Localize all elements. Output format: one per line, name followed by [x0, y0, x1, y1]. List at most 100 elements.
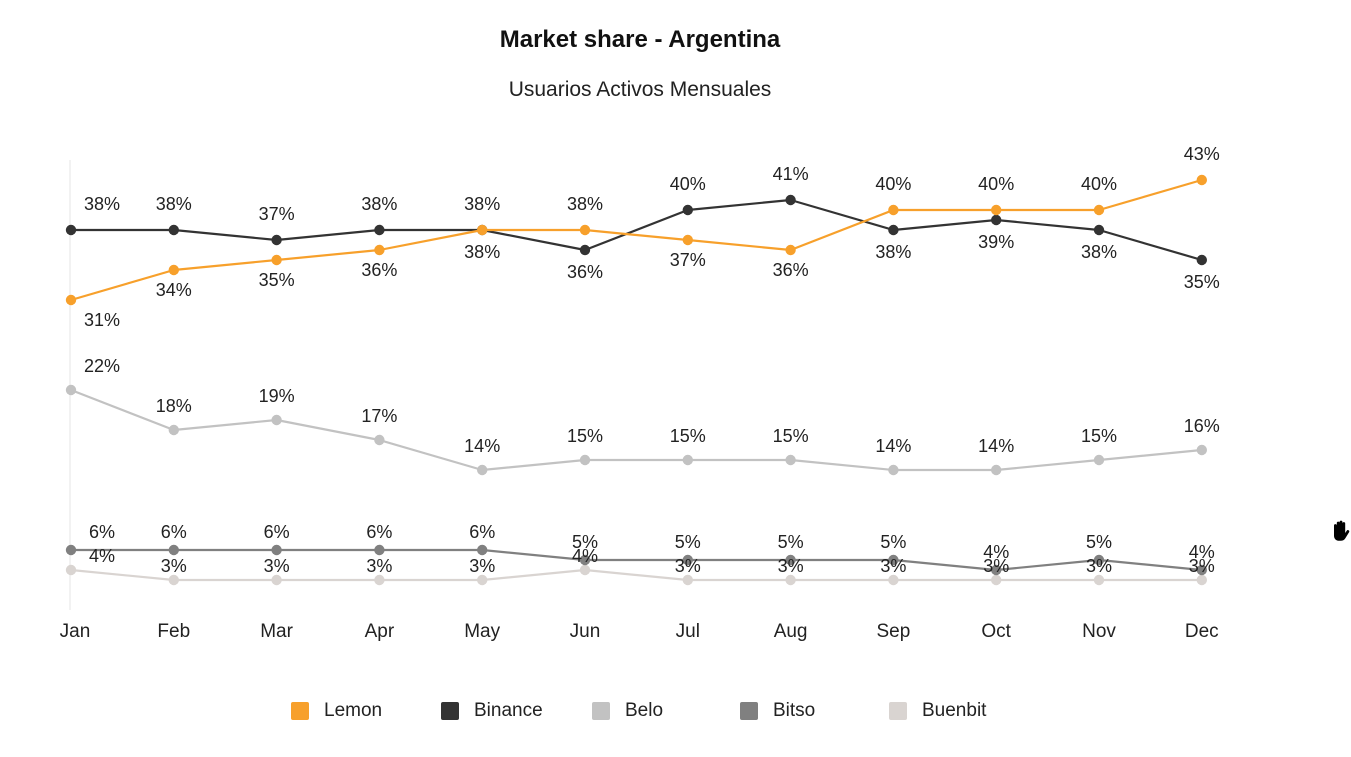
point-buenbit-jan [65, 564, 77, 576]
data-label-binance-jul: 40% [670, 174, 706, 194]
data-label-bitso-feb: 6% [161, 522, 187, 542]
point-buenbit-mar [271, 574, 282, 586]
point-belo-nov [1093, 454, 1105, 466]
data-label-belo-may: 14% [464, 436, 500, 456]
data-label-lemon-may: 38% [464, 194, 500, 214]
point-belo-may [477, 464, 488, 476]
point-buenbit-feb [168, 574, 179, 586]
point-lemon-oct [991, 204, 1002, 216]
x-tick-label-sep: Sep [876, 621, 910, 642]
point-binance-jun [579, 244, 591, 256]
data-label-lemon-mar: 35% [259, 270, 295, 290]
chart-subtitle: Usuarios Activos Mensuales [508, 78, 772, 101]
data-label-lemon-aug: 36% [773, 260, 809, 280]
legend-label-bitso: Bitso [773, 700, 816, 721]
data-label-binance-jun: 36% [567, 262, 603, 282]
data-label-lemon-dec: 43% [1184, 144, 1220, 164]
point-belo-mar [271, 414, 282, 426]
data-label-binance-jan: 38% [84, 194, 120, 214]
point-belo-jun [579, 454, 591, 466]
legend-label-lemon: Lemon [324, 700, 383, 721]
point-lemon-dec [1196, 174, 1208, 186]
point-bitso-jun [579, 554, 591, 566]
point-bitso-sep [888, 554, 899, 566]
point-belo-feb [168, 424, 179, 436]
x-tick-label-aug: Aug [774, 621, 808, 642]
legend-label-belo: Belo [625, 700, 664, 721]
x-tick-label-jan: Jan [60, 621, 91, 642]
data-label-belo-aug: 15% [773, 426, 809, 446]
point-belo-oct [991, 464, 1002, 476]
point-buenbit-apr [374, 574, 385, 586]
data-label-belo-feb: 18% [156, 396, 192, 416]
legend-swatch-buenbit [889, 702, 907, 720]
point-bitso-feb [168, 544, 179, 556]
point-binance-feb [168, 224, 179, 236]
point-lemon-nov [1093, 204, 1105, 216]
data-label-buenbit-jun: 4% [572, 546, 598, 566]
legend-label-buenbit: Buenbit [922, 700, 987, 721]
data-label-bitso-sep: 5% [880, 532, 906, 552]
data-label-lemon-jun: 38% [567, 194, 603, 214]
legend-item-binance[interactable]: Binance [441, 700, 543, 722]
point-buenbit-jul [682, 574, 693, 586]
series-line-lemon [70, 178, 1203, 302]
point-buenbit-oct [991, 574, 1002, 586]
data-label-binance-dec: 35% [1184, 272, 1220, 292]
point-bitso-oct [991, 564, 1002, 576]
data-label-belo-jul: 15% [670, 426, 706, 446]
x-tick-label-jul: Jul [676, 621, 700, 642]
data-label-buenbit-dec: 3% [1189, 556, 1215, 576]
x-tick-label-jun: Jun [570, 621, 601, 642]
point-belo-aug [785, 454, 796, 466]
data-label-bitso-oct: 4% [983, 542, 1009, 562]
x-tick-label-mar: Mar [260, 621, 293, 642]
point-binance-sep [888, 224, 899, 236]
point-bitso-dec [1196, 564, 1208, 576]
data-label-buenbit-aug: 3% [778, 556, 804, 576]
data-label-bitso-aug: 5% [778, 532, 804, 552]
point-buenbit-sep [888, 574, 899, 586]
legend-swatch-binance [441, 702, 459, 720]
data-label-binance-sep: 38% [875, 242, 911, 262]
point-belo-sep [888, 464, 899, 476]
point-binance-jul [682, 204, 693, 216]
point-lemon-jun [579, 224, 591, 236]
data-label-binance-mar: 37% [259, 204, 295, 224]
data-label-belo-nov: 15% [1081, 426, 1117, 446]
legend-item-lemon[interactable]: Lemon [291, 700, 382, 722]
legend-label-binance: Binance [474, 700, 543, 721]
series-line-binance [71, 198, 1203, 262]
series-line-buenbit [70, 568, 1202, 582]
legend-swatch-bitso [740, 702, 758, 720]
data-label-buenbit-sep: 3% [880, 556, 906, 576]
legend-item-bitso[interactable]: Bitso [740, 700, 815, 722]
data-label-bitso-nov: 5% [1086, 532, 1112, 552]
series-line-belo [70, 388, 1202, 472]
point-lemon-jan [65, 294, 77, 306]
data-label-bitso-jan: 6% [89, 522, 115, 542]
data-label-belo-jan: 22% [84, 356, 120, 376]
data-label-buenbit-feb: 3% [161, 556, 187, 576]
point-bitso-jul [682, 554, 693, 566]
point-binance-jan [65, 224, 77, 236]
data-label-belo-jun: 15% [567, 426, 603, 446]
legend-item-buenbit[interactable]: Buenbit [889, 700, 986, 722]
data-label-buenbit-jan: 4% [89, 546, 115, 566]
data-label-buenbit-mar: 3% [264, 556, 290, 576]
point-bitso-may [477, 544, 488, 556]
legend-swatch-belo [592, 702, 610, 720]
data-label-belo-dec: 16% [1184, 416, 1220, 436]
data-label-buenbit-jul: 3% [675, 556, 701, 576]
point-bitso-apr [374, 544, 385, 556]
point-buenbit-dec [1196, 574, 1208, 586]
legend-item-belo[interactable]: Belo [592, 700, 663, 722]
data-label-binance-feb: 38% [156, 194, 192, 214]
data-label-buenbit-nov: 3% [1086, 556, 1112, 576]
data-label-belo-apr: 17% [361, 406, 397, 426]
data-label-binance-oct: 39% [978, 232, 1014, 252]
point-lemon-sep [888, 204, 899, 216]
point-lemon-aug [785, 244, 796, 256]
point-lemon-jul [682, 234, 693, 246]
